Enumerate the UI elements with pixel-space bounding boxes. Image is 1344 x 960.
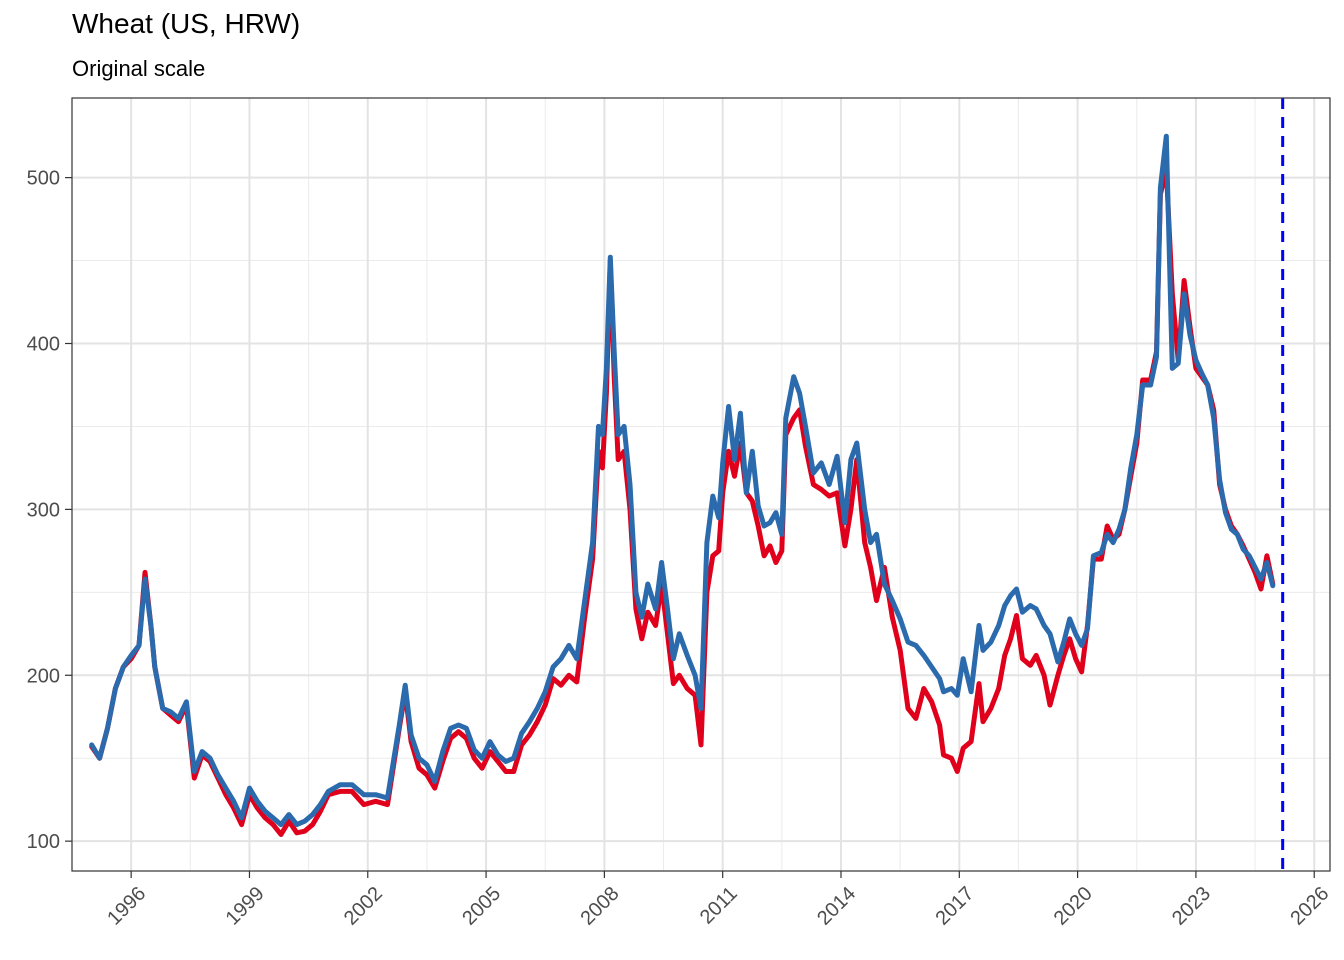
series-line-2 [89,133,1276,828]
y-tick-label: 400 [27,334,60,356]
panel-border [71,97,1331,872]
x-tick-label: 2008 [577,883,624,930]
y-tick-label: 200 [27,665,60,687]
x-tick-label: 2023 [1168,883,1215,930]
chart-subtitle: Original scale [72,56,206,81]
chart-title: Wheat (US, HRW) [72,8,301,39]
y-tick-label: 100 [27,831,60,853]
x-tick-label: 2002 [340,883,387,930]
y-tick-label: 500 [27,168,60,190]
x-tick-label: 2020 [1050,883,1097,930]
x-tick-label: 1999 [222,883,269,930]
minor-grid [72,98,1330,871]
series-layer [89,133,1276,837]
x-tick-label: 2011 [696,883,742,929]
y-axis: 100 200 300 400 500 [27,168,72,853]
x-tick-label: 2005 [458,883,505,930]
x-tick-label: 2017 [931,883,978,930]
y-tick-label: 300 [27,499,60,521]
x-tick-label: 2026 [1286,883,1333,930]
x-tick-label: 2014 [813,883,860,930]
series-line-1 [89,166,1276,837]
major-grid [72,98,1330,871]
x-tick-label: 1996 [103,883,150,930]
x-axis: 1996 1999 2002 2005 2008 2011 2014 2017 2020 2023… [103,871,1333,930]
